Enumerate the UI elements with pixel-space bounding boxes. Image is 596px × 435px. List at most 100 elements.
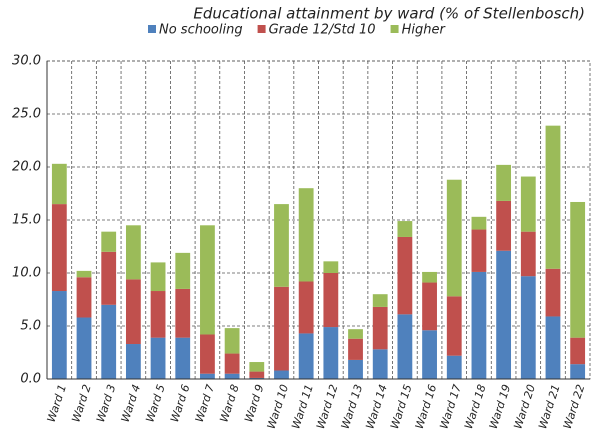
bar-segment: [224, 373, 240, 379]
x-tick-label: Ward 8: [217, 383, 241, 424]
y-tick-label: 0.0: [20, 372, 41, 387]
y-tick-label: 15.0: [12, 213, 41, 228]
bar-segment: [200, 225, 215, 335]
bar-segment: [76, 317, 92, 379]
x-tick-label: Ward 13: [339, 383, 366, 431]
bar-segment: [323, 273, 339, 328]
bar-segment: [446, 179, 462, 297]
bar-segment: [125, 344, 141, 379]
x-tick-label: Ward 11: [289, 383, 316, 431]
bar-segment: [471, 229, 487, 272]
x-tick-label: Ward 5: [143, 383, 167, 424]
x-tick-label: Ward 2: [69, 383, 93, 424]
bar-segment: [372, 306, 388, 350]
x-tick-label: Ward 12: [314, 383, 341, 431]
bar-segment: [446, 355, 462, 379]
bar-segment: [520, 176, 536, 232]
bar-segment: [348, 329, 363, 339]
bar-segment: [446, 296, 462, 356]
bar-segment: [372, 349, 388, 379]
x-tick-label: Ward 1: [45, 383, 69, 424]
bar-segment: [471, 271, 487, 379]
bar-segment: [348, 359, 363, 379]
bar-segment: [175, 288, 191, 338]
x-tick-label: Ward 20: [511, 383, 538, 431]
bar-segment: [397, 314, 413, 379]
y-tick-label: 20.0: [12, 160, 41, 175]
bar-segment: [175, 252, 191, 289]
bar-segment: [150, 337, 166, 379]
y-tick-label: 30.0: [12, 54, 41, 69]
bar-segment: [348, 338, 363, 360]
bar-segment: [298, 281, 314, 334]
y-tick-label: 25.0: [12, 107, 41, 122]
bar-segment: [298, 188, 314, 282]
bar-segment: [520, 231, 536, 277]
bar-segment: [570, 337, 586, 365]
x-tick-label: Ward 4: [119, 383, 143, 424]
chart-title: Educational attainment by ward (% of Ste…: [193, 5, 585, 23]
bar-segment: [51, 163, 67, 205]
x-tick-label: Ward 21: [536, 383, 563, 431]
bar-segment: [200, 334, 215, 374]
bar-segment: [150, 262, 166, 292]
legend-label: Higher: [402, 23, 447, 38]
bar-segment: [150, 291, 166, 338]
bar-segment: [125, 225, 141, 280]
bar-segment: [422, 282, 437, 331]
y-tick-label: 5.0: [20, 319, 41, 334]
bar-segment: [496, 200, 512, 251]
legend-swatch: [257, 25, 266, 33]
x-tick-label: Ward 14: [363, 383, 390, 431]
bar-segment: [101, 231, 117, 252]
x-tick-label: Ward 10: [265, 383, 292, 431]
bar-segment: [249, 362, 265, 372]
bar-segment: [274, 204, 289, 287]
bar-segment: [471, 216, 487, 230]
bar-segment: [545, 268, 561, 317]
bar-segment: [175, 337, 191, 379]
legend-swatch: [148, 25, 156, 33]
bar-segment: [570, 364, 586, 379]
bar-segment: [496, 164, 512, 201]
x-tick-label: Ward 17: [437, 383, 464, 431]
y-tick-label: 10.0: [12, 266, 41, 281]
bar-segment: [397, 221, 413, 237]
bar-segment: [274, 370, 289, 379]
x-tick-label: Ward 22: [561, 383, 588, 431]
legend-label: Grade 12/Std 10: [269, 23, 376, 38]
bar-segment: [76, 277, 92, 318]
bar-segment: [51, 204, 67, 292]
bar-segment: [422, 271, 437, 283]
bar-segment: [545, 316, 561, 379]
bar-segment: [570, 201, 586, 338]
bar-segment: [224, 353, 240, 374]
bar-segment: [101, 304, 117, 379]
bar-segment: [249, 371, 265, 378]
x-tick-label: Ward 6: [168, 383, 192, 424]
bar-segment: [76, 270, 92, 278]
bar-segment: [224, 328, 240, 354]
x-tick-label: Ward 3: [94, 383, 118, 424]
x-tick-label: Ward 19: [487, 383, 514, 431]
x-tick-label: Ward 18: [462, 383, 489, 431]
bar-segment: [200, 373, 215, 379]
bar-segment: [101, 251, 117, 305]
bar-segment: [298, 333, 314, 379]
bar-segment: [249, 377, 265, 379]
bar-segment: [496, 250, 512, 379]
x-tick-label: Ward 9: [242, 383, 266, 424]
x-tick-label: Ward 15: [388, 383, 415, 431]
x-tick-label: Ward 16: [413, 383, 440, 431]
x-tick-label: Ward 7: [193, 383, 217, 424]
bar-segment: [323, 327, 339, 379]
bar-segment: [520, 276, 536, 379]
legend-label: No schooling: [159, 23, 243, 38]
bar-segment: [545, 125, 561, 269]
bar-segment: [125, 279, 141, 345]
bar-segment: [51, 291, 67, 379]
legend-swatch: [390, 25, 399, 33]
bar-segment: [323, 261, 339, 273]
bar-segment: [397, 236, 413, 315]
